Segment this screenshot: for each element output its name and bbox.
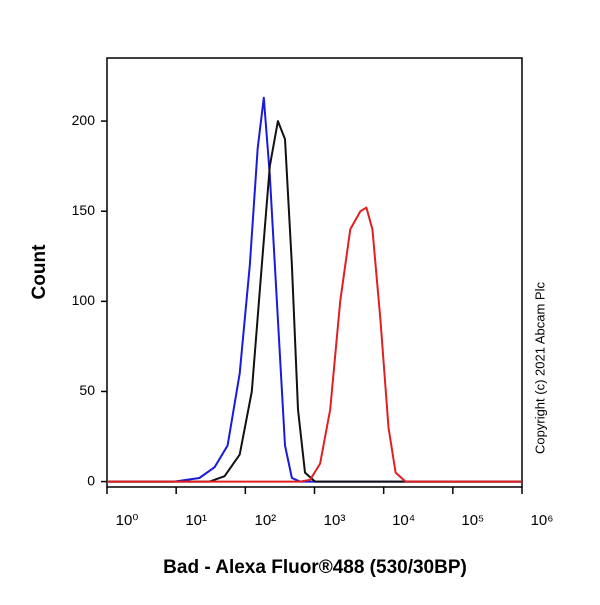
- x-tick-label: 10³: [324, 512, 346, 529]
- y-tick-label: 0: [87, 472, 95, 488]
- x-tick-label: 10⁵: [461, 512, 484, 529]
- y-tick-label: 50: [79, 382, 95, 398]
- histogram-line: [107, 120, 522, 483]
- x-tick-label: 10⁴: [392, 512, 415, 529]
- y-tick-label: 100: [72, 292, 96, 308]
- copyright: Copyright (c) 2021 Abcam Plc: [532, 282, 547, 454]
- x-axis-label: Bad - Alexa Fluor®488 (530/30BP): [163, 557, 467, 578]
- histogram-line: [107, 96, 522, 483]
- x-tick-label: 10¹: [185, 512, 207, 529]
- x-tick-label: 10⁰: [116, 512, 139, 529]
- x-tick-label: 10⁶: [531, 512, 554, 529]
- y-axis-label: Count: [29, 244, 50, 300]
- y-tick-label: 200: [72, 112, 96, 128]
- plot-frame: [106, 57, 523, 488]
- histogram-line: [107, 206, 522, 483]
- y-tick-label: 150: [72, 202, 96, 218]
- x-tick-label: 10²: [254, 512, 276, 529]
